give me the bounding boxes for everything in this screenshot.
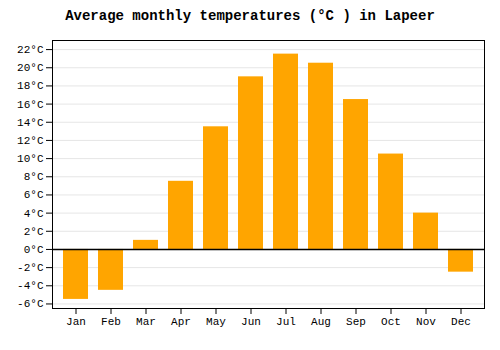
svg-text:Nov: Nov (416, 316, 436, 328)
svg-text:Jan: Jan (66, 316, 86, 328)
svg-text:16°C: 16°C (17, 99, 44, 111)
svg-text:8°C: 8°C (24, 171, 44, 183)
svg-text:18°C: 18°C (17, 80, 44, 92)
svg-text:20°C: 20°C (17, 62, 44, 74)
svg-text:Oct: Oct (381, 316, 401, 328)
svg-text:Sep: Sep (346, 316, 366, 328)
html-text:Average monthly temperatures (: Average monthly temperatures (°C ) in La… (65, 8, 435, 24)
svg-text:May: May (206, 316, 226, 328)
svg-text:22°C: 22°C (17, 44, 44, 56)
svg-text:10°C: 10°C (17, 153, 44, 165)
svg-text:-4°C: -4°C (17, 280, 44, 292)
svg-text:Jun: Jun (241, 316, 261, 328)
svg-text:14°C: 14°C (17, 117, 44, 129)
svg-text:-2°C: -2°C (17, 262, 44, 274)
svg-text:-6°C: -6°C (17, 298, 44, 310)
svg-text:Mar: Mar (136, 316, 156, 328)
svg-text:Dec: Dec (451, 316, 471, 328)
svg-text:2°C: 2°C (24, 226, 44, 238)
svg-text:0°C: 0°C (24, 244, 44, 256)
svg-text:Jul: Jul (276, 316, 296, 328)
svg-text:6°C: 6°C (24, 189, 44, 201)
svg-text:Feb: Feb (101, 316, 121, 328)
svg-text:4°C: 4°C (24, 208, 44, 220)
svg-text:12°C: 12°C (17, 135, 44, 147)
svg-text:Apr: Apr (171, 316, 191, 328)
svg-text:Aug: Aug (311, 316, 331, 328)
